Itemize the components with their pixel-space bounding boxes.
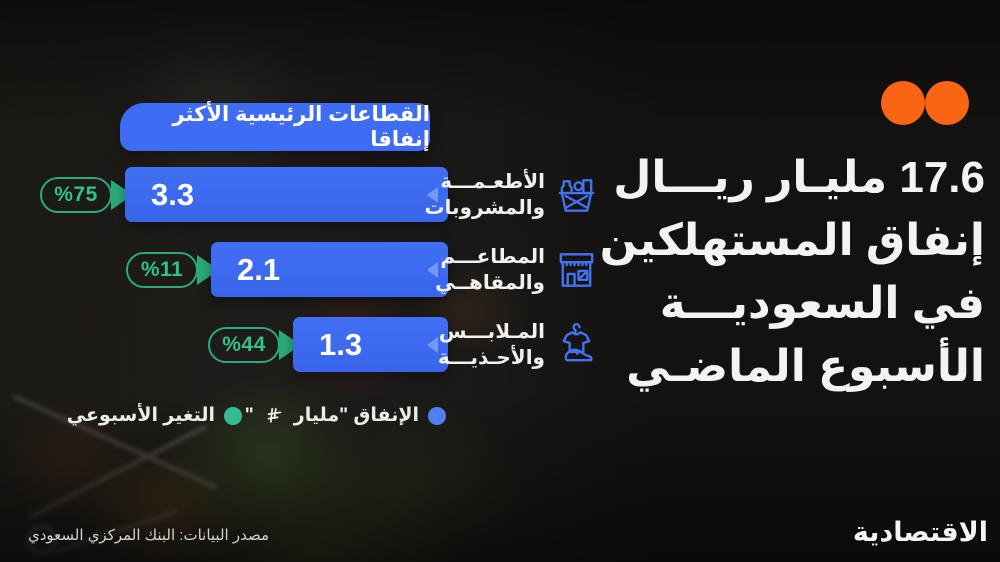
chart-title-badge: القطاعات الرئيسية الأكثر إنفاقا <box>120 103 430 151</box>
legend-item-spending: الإنفاق "مليار " <box>245 404 446 427</box>
legend-label-quote: " <box>244 404 254 426</box>
spending-bar: 1.3 <box>293 317 448 372</box>
aleqtisadiah-logo: الاقتصادية <box>852 517 989 547</box>
bar-end-notch-icon <box>427 261 438 278</box>
headline-line: في السعوديـــة <box>659 279 986 328</box>
change-badge: %44 <box>208 326 280 363</box>
legend-dot-change <box>224 406 242 425</box>
bar-value: 3.3 <box>151 176 195 212</box>
bar-row-restaurants-cafes: %11 2.1 المطاعـــم والمقاهــي <box>0 242 1000 297</box>
bar-row-clothing-footwear: %44 1.3 المـلابـــس والأحـذيـــة <box>0 317 1000 372</box>
headline-line: الأسبوع الماضـي <box>626 342 985 391</box>
brand-dot <box>881 81 925 125</box>
category-label: المطاعـــم والمقاهــي <box>435 245 545 294</box>
data-source-caption: مصدر البيانات: البنك المركزي السعودي <box>28 527 270 544</box>
headline-line: 17.6 مليـار ريـــال <box>613 153 985 202</box>
category-label: الأطعـمـــة والمشروبات <box>424 170 545 219</box>
spending-bar: 3.3 <box>125 167 448 222</box>
groceries-basket-icon <box>553 171 600 218</box>
bar-value: 1.3 <box>319 326 363 362</box>
change-badge: %75 <box>40 176 112 213</box>
brand-dot <box>925 81 969 125</box>
storefront-icon <box>553 246 600 293</box>
saudi-riyal-symbol-icon <box>267 407 281 423</box>
bar-value: 2.1 <box>237 251 281 287</box>
legend-label: الإنفاق "مليار <box>293 405 419 426</box>
bar-end-notch-icon <box>427 336 438 353</box>
bar-end-notch-icon <box>427 186 438 203</box>
legend-dot-spending <box>428 406 446 425</box>
category-label: المـلابـــس والأحـذيـــة <box>437 320 545 369</box>
clothing-shoes-icon <box>553 321 600 368</box>
headline-line: إنفاق المستهلكين <box>599 216 986 265</box>
legend-label: التغير الأسبوعي <box>66 405 215 426</box>
bar-row-food-beverages: %75 3.3 الأطعـمـــة والمشروبات <box>0 167 1000 222</box>
spending-bar: 2.1 <box>211 242 448 297</box>
legend-item-weekly-change: التغير الأسبوعي <box>67 404 242 427</box>
headline: 17.6 مليـار ريـــال إنفاق المستهلكين في … <box>585 146 986 398</box>
change-badge: %11 <box>126 251 198 288</box>
